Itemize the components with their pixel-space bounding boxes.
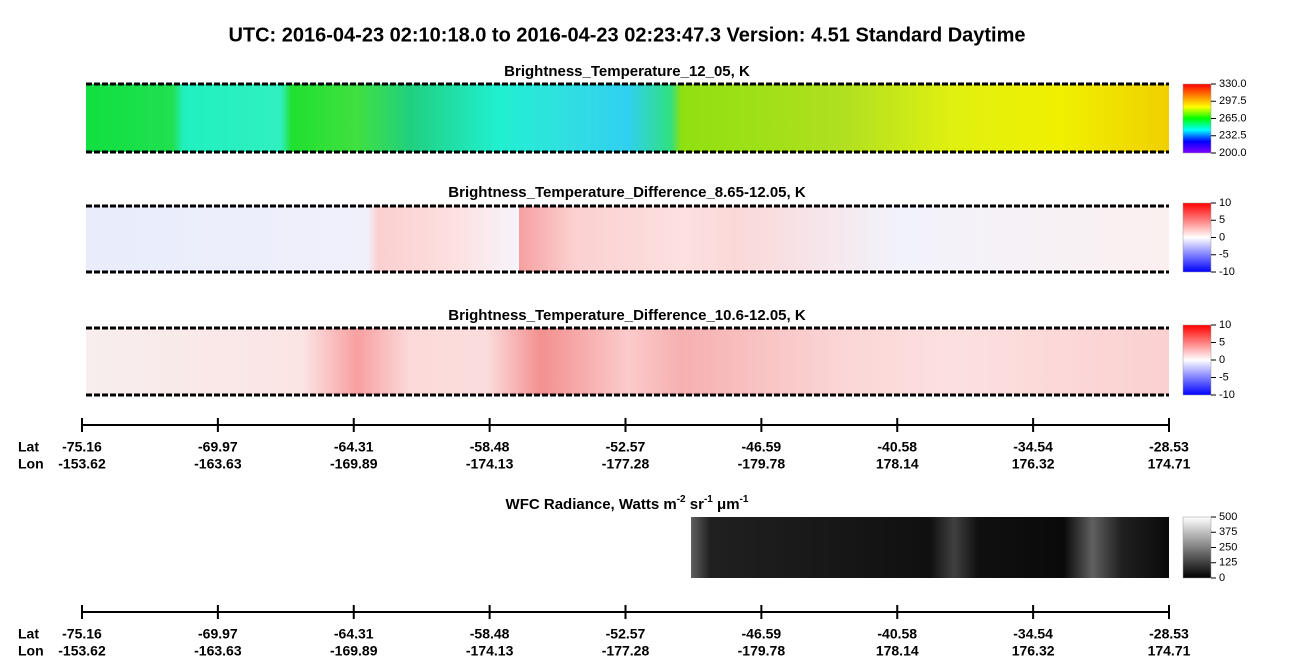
- colorbar-tick-label: 5: [1219, 336, 1225, 348]
- colorbar-tick-label: -10: [1219, 389, 1235, 401]
- lat-tick-label: -52.57: [606, 626, 646, 642]
- title-superscript: -1: [740, 494, 749, 505]
- colorbar-tick-label: 0: [1219, 354, 1225, 366]
- lon-tick-label: -174.13: [466, 456, 514, 472]
- colorbar-tick-label: 5: [1219, 214, 1225, 226]
- image-strip: [86, 84, 1169, 152]
- title-part: sr: [686, 496, 705, 513]
- colorbar-tick-label: 375: [1219, 526, 1237, 538]
- lat-tick-label: -34.54: [1013, 626, 1053, 642]
- colorbar-tick-label: 250: [1219, 541, 1237, 553]
- colorbar-tick-label: 330.0: [1219, 78, 1247, 90]
- panel-title: Brightness_Temperature_12_05, K: [504, 63, 750, 80]
- lat-tick-label: -64.31: [334, 626, 374, 642]
- lon-axis-label: Lon: [18, 456, 44, 472]
- title-part: μm: [713, 496, 740, 513]
- image-strip: [691, 517, 1169, 578]
- lon-tick-label: 178.14: [876, 643, 919, 659]
- panel-title: WFC Radiance, Watts m-2 sr-1 μm-1: [506, 494, 749, 513]
- colorbar-tick-label: -5: [1219, 249, 1229, 261]
- colorbar-tick-label: 297.5: [1219, 95, 1247, 107]
- lat-tick-label: -64.31: [334, 439, 374, 455]
- panel-title: Brightness_Temperature_Difference_10.6-1…: [448, 307, 806, 324]
- lon-tick-label: 176.32: [1012, 643, 1055, 659]
- lat-tick-label: -58.48: [470, 626, 510, 642]
- colorbar: [1182, 324, 1212, 396]
- lat-tick-label: -69.97: [198, 439, 238, 455]
- lon-tick-label: -177.28: [602, 456, 650, 472]
- lat-tick-label: -52.57: [606, 439, 646, 455]
- lon-tick-label: -163.63: [194, 456, 242, 472]
- colorbar-tick-label: -5: [1219, 371, 1229, 383]
- colorbar-tick-label: 265.0: [1219, 112, 1247, 124]
- lon-tick-label: 176.32: [1012, 456, 1055, 472]
- title-superscript: -2: [677, 494, 686, 505]
- colorbar-tick-label: 232.5: [1219, 130, 1247, 142]
- lon-tick-label: -179.78: [738, 643, 786, 659]
- lon-tick-label: -169.89: [330, 456, 378, 472]
- lat-tick-label: -58.48: [470, 439, 510, 455]
- lon-tick-label: 178.14: [876, 456, 919, 472]
- lon-axis-label: Lon: [18, 643, 44, 659]
- lon-tick-label: -163.63: [194, 643, 242, 659]
- colorbar: [1182, 202, 1212, 273]
- colorbar-tick-label: -10: [1219, 266, 1235, 278]
- image-strip: [86, 206, 1169, 272]
- lon-tick-label: -177.28: [602, 643, 650, 659]
- strip-borders: [86, 82, 1169, 397]
- colorbar: [1182, 83, 1212, 154]
- title-part: WFC Radiance, Watts m: [506, 496, 677, 513]
- colorbar-tick-label: 0: [1219, 231, 1225, 243]
- lon-tick-label: -174.13: [466, 643, 514, 659]
- lat-tick-label: -46.59: [742, 439, 782, 455]
- image-strip: [86, 328, 1169, 395]
- lat-tick-label: -28.53: [1149, 439, 1189, 455]
- colorbar-tick-label: 0: [1219, 572, 1225, 584]
- chart-title: UTC: 2016-04-23 02:10:18.0 to 2016-04-23…: [228, 24, 1025, 46]
- lat-tick-label: -34.54: [1013, 439, 1053, 455]
- panel-title: Brightness_Temperature_Difference_8.65-1…: [448, 184, 806, 201]
- title-superscript: -1: [704, 494, 713, 505]
- lon-tick-label: -169.89: [330, 643, 378, 659]
- lat-tick-label: -40.58: [877, 439, 917, 455]
- lon-tick-label: -179.78: [738, 456, 786, 472]
- colorbar-tick-label: 125: [1219, 557, 1237, 569]
- lat-axis-label: Lat: [18, 626, 39, 642]
- lat-tick-label: -75.16: [62, 626, 102, 642]
- colorbar-tick-label: 500: [1219, 511, 1237, 523]
- colorbar-tick-label: 10: [1219, 197, 1231, 209]
- lon-tick-label: -153.62: [58, 456, 106, 472]
- lat-axis-label: Lat: [18, 439, 39, 455]
- lat-tick-label: -40.58: [877, 626, 917, 642]
- colorbar-tick-label: 200.0: [1219, 147, 1247, 159]
- lat-tick-label: -28.53: [1149, 626, 1189, 642]
- colorbar: [1182, 516, 1212, 579]
- lon-tick-label: 174.71: [1148, 643, 1191, 659]
- lat-tick-label: -75.16: [62, 439, 102, 455]
- colorbar-tick-label: 10: [1219, 319, 1231, 331]
- lat-tick-label: -46.59: [742, 626, 782, 642]
- lon-tick-label: -153.62: [58, 643, 106, 659]
- lat-tick-label: -69.97: [198, 626, 238, 642]
- lon-tick-label: 174.71: [1148, 456, 1191, 472]
